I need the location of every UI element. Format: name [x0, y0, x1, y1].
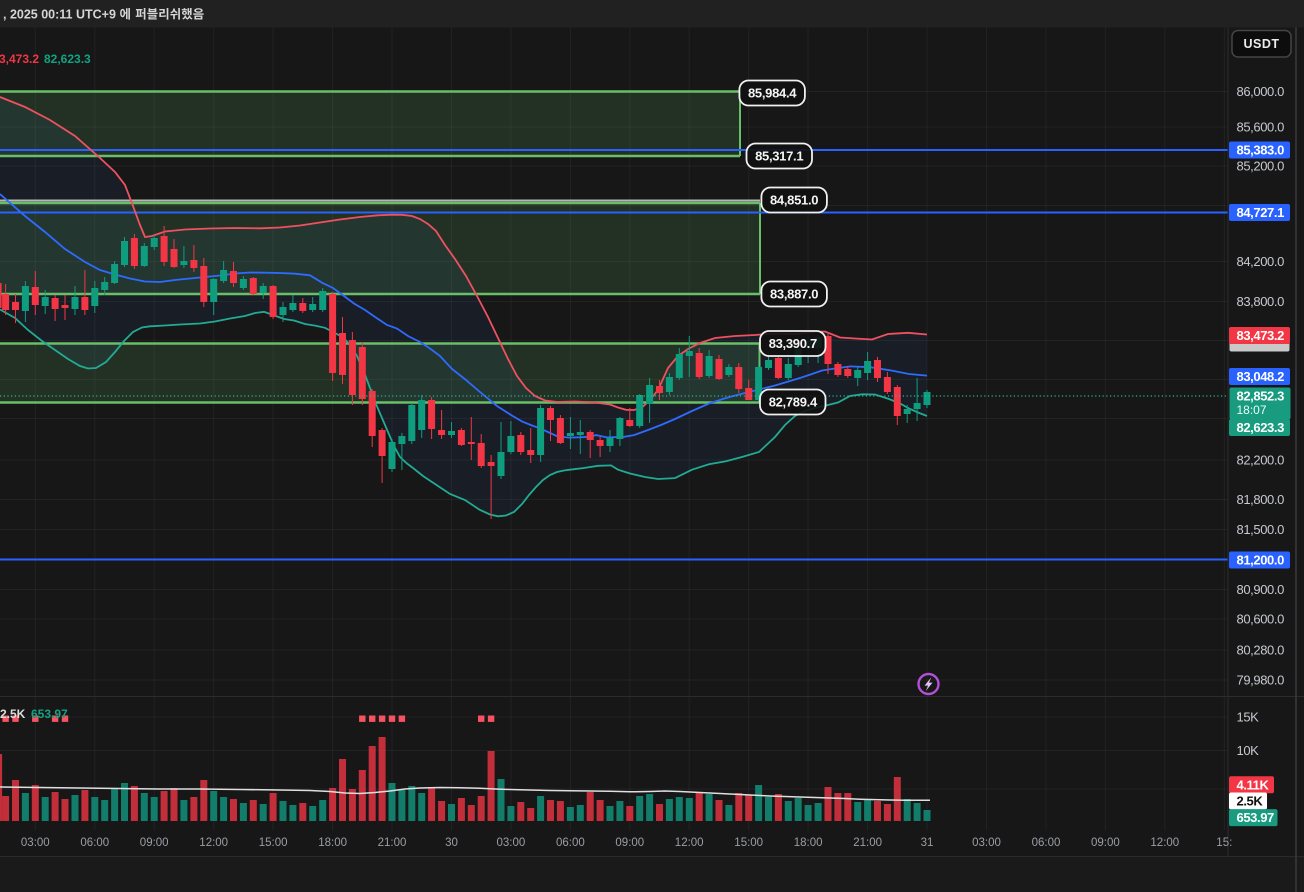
svg-text:80,600.0: 80,600.0 [1237, 612, 1285, 627]
svg-text:82,623.3: 82,623.3 [44, 52, 91, 66]
svg-text:83,800.0: 83,800.0 [1237, 294, 1285, 309]
svg-text:81,800.0: 81,800.0 [1237, 492, 1285, 507]
svg-text:03:00: 03:00 [972, 837, 1001, 849]
svg-text:09:00: 09:00 [1091, 837, 1120, 849]
svg-text:18:00: 18:00 [794, 837, 823, 849]
svg-text:USDT: USDT [1243, 37, 1279, 51]
svg-text:84,200.0: 84,200.0 [1237, 254, 1285, 269]
svg-text:15:: 15: [1216, 837, 1232, 849]
svg-text:09:00: 09:00 [615, 837, 644, 849]
svg-text:83,473.2: 83,473.2 [1237, 328, 1285, 343]
svg-text:15:00: 15:00 [259, 837, 288, 849]
svg-text:03:00: 03:00 [497, 837, 526, 849]
svg-text:653.97: 653.97 [1237, 810, 1275, 825]
svg-text:2.5K: 2.5K [0, 707, 26, 721]
svg-text:18:00: 18:00 [318, 837, 347, 849]
svg-text:, 2025 00:11 UTC+9: , 2025 00:11 UTC+9 [3, 8, 116, 22]
svg-text:30: 30 [445, 837, 458, 849]
svg-text:84,851.0: 84,851.0 [770, 193, 818, 208]
svg-text:3,473.2: 3,473.2 [0, 52, 39, 66]
svg-text:12:00: 12:00 [199, 837, 228, 849]
svg-text:80,900.0: 80,900.0 [1237, 582, 1285, 597]
svg-text:83,390.7: 83,390.7 [769, 336, 817, 351]
svg-text:12:00: 12:00 [675, 837, 704, 849]
svg-text:653.97: 653.97 [31, 707, 68, 721]
svg-text:79,980.0: 79,980.0 [1237, 673, 1285, 688]
svg-text:03:00: 03:00 [21, 837, 50, 849]
svg-text:4.11K: 4.11K [1237, 777, 1270, 792]
svg-text:82,852.3: 82,852.3 [1237, 389, 1285, 404]
svg-text:80,280.0: 80,280.0 [1237, 643, 1285, 658]
svg-text:84,727.1: 84,727.1 [1237, 205, 1285, 220]
svg-text:82,623.3: 82,623.3 [1237, 420, 1285, 435]
svg-text:21:00: 21:00 [378, 837, 407, 849]
svg-text:85,600.0: 85,600.0 [1237, 120, 1285, 135]
svg-text:21:00: 21:00 [853, 837, 882, 849]
svg-text:83,048.2: 83,048.2 [1237, 369, 1285, 384]
svg-text:81,200.0: 81,200.0 [1237, 553, 1285, 568]
svg-text:83,887.0: 83,887.0 [770, 287, 818, 302]
svg-text:15:00: 15:00 [734, 837, 763, 849]
svg-text:18:07: 18:07 [1237, 403, 1267, 417]
svg-text:2.5K: 2.5K [1237, 794, 1264, 809]
svg-text:10K: 10K [1237, 743, 1260, 758]
svg-text:15K: 15K [1237, 710, 1260, 725]
svg-text:06:00: 06:00 [80, 837, 109, 849]
svg-text:06:00: 06:00 [1032, 837, 1061, 849]
svg-text:85,317.1: 85,317.1 [755, 149, 803, 164]
svg-text:85,200.0: 85,200.0 [1237, 159, 1285, 174]
svg-text:82,789.4: 82,789.4 [769, 395, 818, 410]
svg-text:06:00: 06:00 [556, 837, 585, 849]
svg-text:12:00: 12:00 [1150, 837, 1179, 849]
svg-text:85,984.4: 85,984.4 [748, 86, 797, 101]
svg-text:31: 31 [921, 837, 934, 849]
svg-text:81,500.0: 81,500.0 [1237, 522, 1285, 537]
svg-text:82,200.0: 82,200.0 [1237, 453, 1285, 468]
svg-text:86,000.0: 86,000.0 [1237, 84, 1285, 99]
svg-text:85,383.0: 85,383.0 [1237, 143, 1285, 158]
svg-text:09:00: 09:00 [140, 837, 169, 849]
